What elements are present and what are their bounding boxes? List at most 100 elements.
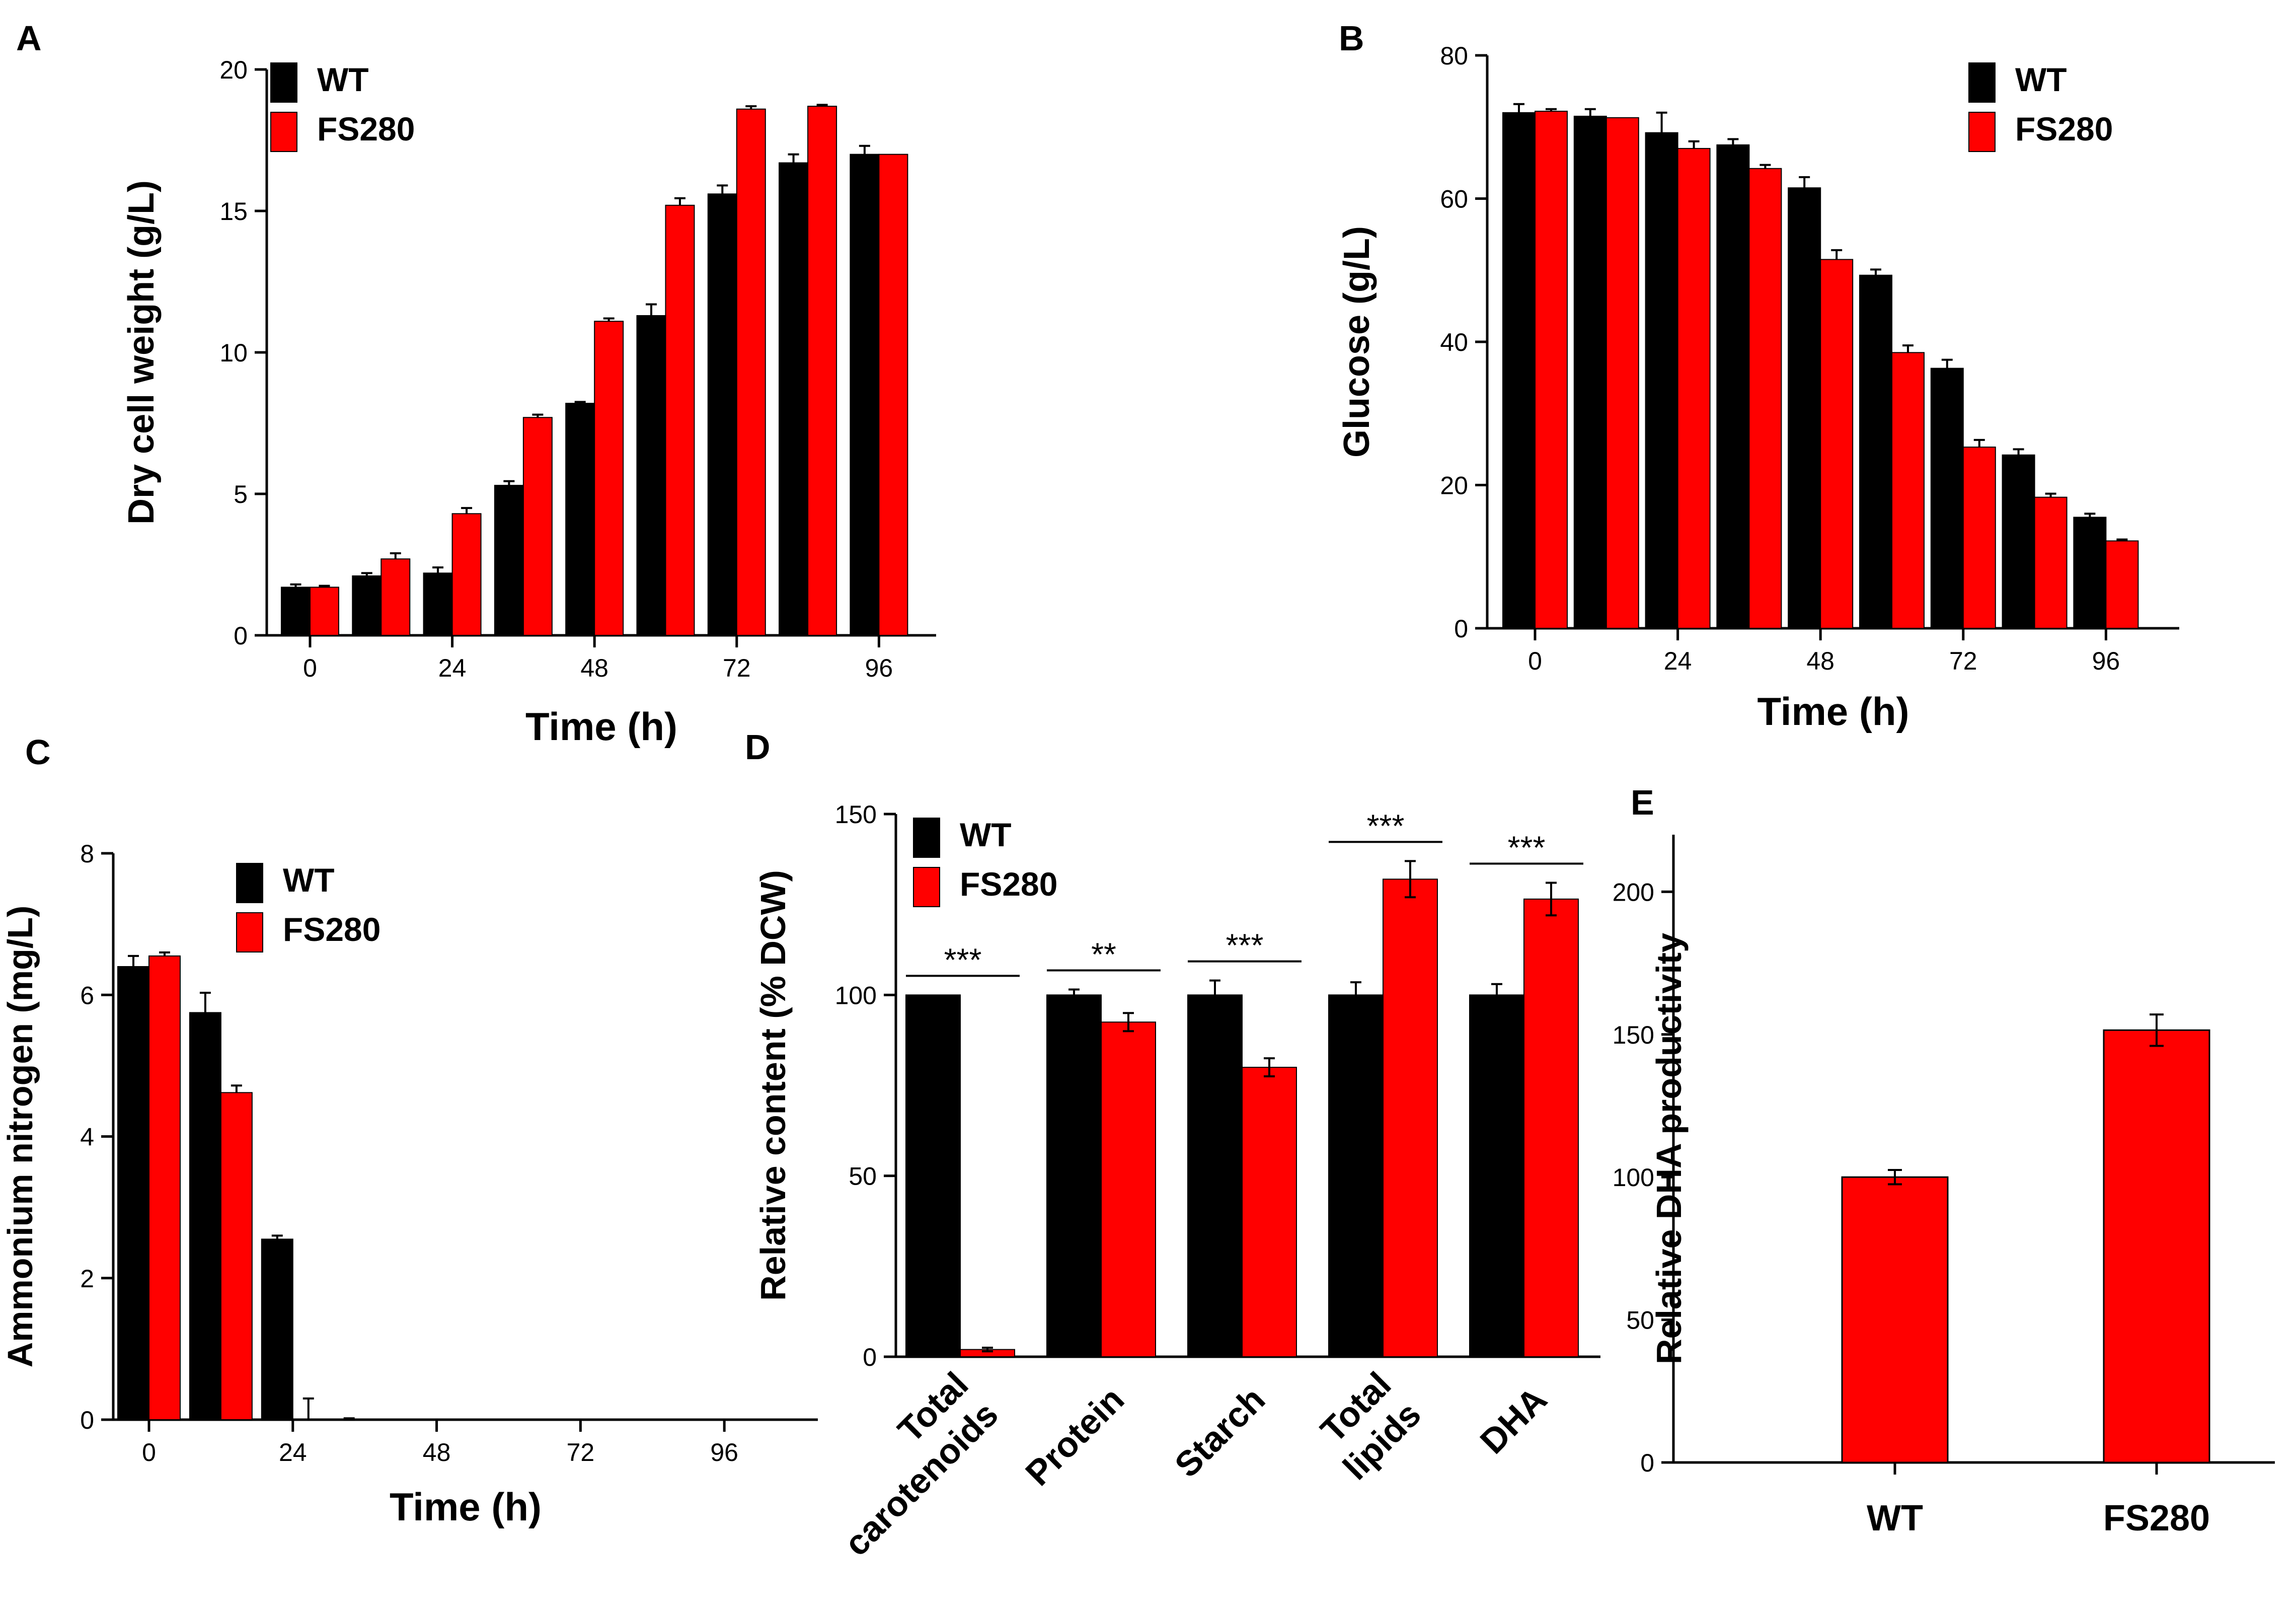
panel-c-y-axis-label: Ammonium nitrogen (mg/L) [1, 906, 40, 1368]
panel-a-x-tick-label: 24 [438, 654, 467, 682]
panel-e-y-tick-label: 50 [1626, 1306, 1654, 1335]
panel-b-legend-swatch-wt [1968, 62, 1996, 103]
panel-c-y-tick-label: 6 [80, 981, 94, 1009]
panel-c-bar-wt [189, 1012, 221, 1420]
panel-a-x-tick-label: 48 [580, 654, 608, 682]
panel-b-bar-wt [1573, 115, 1607, 629]
panel-c-y-tick-label: 0 [80, 1406, 94, 1434]
panel-b-legend-swatch-fs280 [1968, 112, 1996, 152]
panel-b-bar-wt [1930, 368, 1964, 629]
panel-d-legend-swatch-wt [913, 818, 940, 858]
panel-a-y-tick-label: 0 [234, 622, 248, 650]
panel-d-significance-stars: ** [1091, 936, 1116, 973]
panel-d-significance-stars: *** [1508, 830, 1546, 866]
panel-a-y-tick-label: 10 [219, 339, 248, 367]
panel-d-y-tick-label: 150 [835, 800, 877, 829]
panel-d-y-tick-label: 100 [835, 981, 877, 1009]
panel-d-bar-wt [1469, 994, 1524, 1358]
panel-a-y-tick-label: 5 [234, 480, 248, 508]
panel-a-bar-wt [636, 315, 666, 636]
panel-a-bar-fs280 [807, 106, 837, 636]
panel-a-legend-swatch-fs280 [270, 112, 297, 152]
panel-c-x-tick-label: 48 [423, 1438, 451, 1466]
panel-b-bar-wt [2073, 517, 2107, 629]
panel-e-y-tick-label: 200 [1613, 878, 1654, 906]
panel-a-bar-fs280 [594, 321, 624, 636]
panel-d-y-tick-label: 0 [863, 1343, 877, 1371]
panel-a-x-tick-label: 0 [303, 654, 317, 682]
panel-d-category-label: Totallipids [1306, 1364, 1428, 1487]
panel-e-y-tick-label: 150 [1613, 1021, 1654, 1049]
panel-d-bar-fs280 [1523, 898, 1579, 1358]
panel-a-y-tick-label: 20 [219, 56, 248, 84]
panel-d-legend-label-fs280: FS280 [960, 865, 1057, 903]
panel-b-bar-fs280 [2105, 540, 2139, 629]
panel-c-legend-label-wt: WT [283, 861, 335, 899]
panel-a-bar-wt [707, 193, 737, 636]
panel-e-y-tick-label: 100 [1613, 1163, 1654, 1192]
panel-label-e: E [1631, 783, 1654, 822]
panel-a-bar-fs280 [451, 513, 482, 636]
panel-a-bar-fs280 [878, 154, 908, 636]
panel-e-bar [1841, 1176, 1949, 1463]
panel-d-bar-fs280 [1242, 1067, 1297, 1357]
panel-label-d: D [745, 727, 771, 767]
panel-b-bar-wt [2002, 454, 2035, 629]
panel-c-x-tick-label: 24 [279, 1438, 307, 1466]
panel-e-y-tick-label: 0 [1640, 1449, 1654, 1477]
panel-b-bar-wt [1859, 274, 1892, 629]
panel-c-x-tick-label: 96 [710, 1438, 738, 1466]
panel-e-chart: 0 50 100 150 200 Relative DHA productivity WT F… [1613, 835, 2275, 1538]
panel-a-bar-wt [281, 586, 311, 636]
panel-b-y-tick-label: 20 [1440, 472, 1468, 500]
panel-b-y-axis-label: Glucose (g/L) [1337, 226, 1377, 458]
panel-d-y-tick-label: 50 [849, 1162, 877, 1191]
panel-b-bar-fs280 [2034, 496, 2068, 629]
panel-d-legend-label-wt: WT [960, 816, 1012, 853]
panel-b-bar-fs280 [1820, 259, 1854, 629]
panel-b-bar-fs280 [1962, 447, 1996, 629]
panel-label-b: B [1339, 19, 1364, 58]
panel-b-x-tick-label: 96 [2092, 647, 2120, 675]
panel-b-x-tick-label: 0 [1528, 647, 1542, 675]
panel-d-bar-wt [1187, 994, 1243, 1358]
panel-a-x-tick-label: 96 [865, 654, 893, 682]
panel-a-legend-swatch-wt [270, 62, 297, 103]
panel-b-bar-fs280 [1891, 352, 1925, 629]
panel-c-y-tick-label: 4 [80, 1123, 94, 1151]
panel-b-bar-fs280 [1677, 148, 1711, 629]
panel-a-chart: 0 5 10 15 20 Dry cell weight (g/L) 0 24 48 72 96 Ti… [121, 56, 936, 749]
panel-e-y-axis-label: Relative DHA productivity [1649, 933, 1689, 1364]
panel-a-y-tick-label: 15 [219, 197, 248, 226]
panel-a-bar-fs280 [736, 108, 766, 636]
panel-b-y-tick-label: 40 [1440, 328, 1468, 356]
panel-d-significance-stars: *** [1226, 927, 1264, 964]
panel-b-y-tick-label: 0 [1454, 615, 1468, 643]
panel-d-category-label-line: Protein [1018, 1379, 1132, 1493]
panel-e-bar [2103, 1029, 2210, 1463]
panel-a-bar-fs280 [310, 586, 339, 636]
panel-d-category-label: Protein [1018, 1379, 1132, 1493]
panel-b-bar-fs280 [1605, 117, 1639, 629]
panel-a-bar-wt [565, 403, 595, 636]
panel-d-y-axis-label: Relative content (% DCW) [753, 870, 793, 1301]
panel-a-bar-wt [850, 154, 880, 636]
panel-c-x-tick-label: 72 [567, 1438, 595, 1466]
panel-b-chart: 0 20 40 60 80 Glucose (g/L) 0 24 48 72 96 Time (h) W… [1337, 42, 2179, 733]
panel-d-bar-wt [1328, 994, 1384, 1358]
panel-c-legend-swatch-wt [236, 863, 263, 903]
panel-d-bar-fs280 [1101, 1021, 1156, 1357]
panel-a-bar-wt [423, 572, 453, 636]
panel-c-bar-fs280 [220, 1092, 253, 1420]
panel-d-category-label: DHA [1473, 1379, 1554, 1461]
panel-a-x-axis-label: Time (h) [525, 704, 677, 749]
panel-c-y-tick-label: 2 [80, 1265, 94, 1293]
panel-c-legend-swatch-fs280 [236, 912, 263, 952]
panel-a-bar-wt [352, 575, 382, 636]
panel-b-y-tick-label: 80 [1440, 42, 1468, 70]
panel-d-category-label-line: DHA [1473, 1379, 1554, 1461]
panel-c-x-tick-label: 0 [142, 1438, 156, 1466]
panel-a-bar-fs280 [522, 417, 553, 636]
